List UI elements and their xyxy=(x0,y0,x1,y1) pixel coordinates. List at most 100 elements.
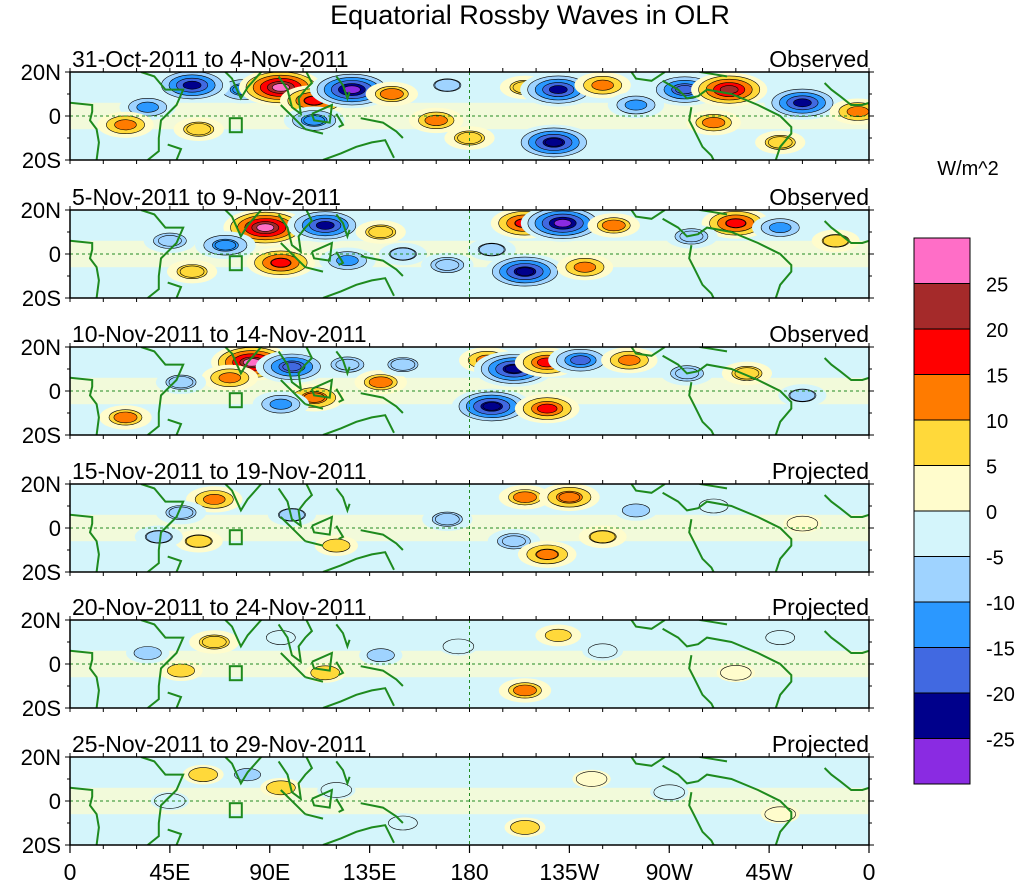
borneo xyxy=(310,378,334,399)
anomaly-contour xyxy=(435,513,460,526)
anomaly-contour xyxy=(282,362,302,372)
anomaly-contour xyxy=(379,88,404,100)
anomaly-blob xyxy=(166,259,218,284)
anomaly-blob xyxy=(439,637,478,656)
anomaly-blob xyxy=(260,627,302,648)
anomaly-blob xyxy=(520,210,605,242)
anomaly-contour xyxy=(589,530,616,543)
africa-east-coast xyxy=(140,72,185,160)
sumatra xyxy=(280,652,307,678)
anomaly-contour xyxy=(424,114,448,126)
anomaly-contour xyxy=(186,123,212,136)
coastlines xyxy=(70,620,869,708)
anomaly-blob xyxy=(513,124,594,160)
coastlines xyxy=(70,72,869,160)
anomaly-blob xyxy=(548,347,613,375)
west-africa-coast xyxy=(823,82,869,106)
caribbean xyxy=(697,72,728,78)
new-guinea xyxy=(360,529,404,551)
colorbar-label: -20 xyxy=(986,684,1015,706)
anomaly-blob xyxy=(224,763,271,786)
lat-tick-label: 20N xyxy=(21,472,61,497)
africa-west-coast xyxy=(70,101,100,160)
anomaly-blob xyxy=(764,85,841,120)
anomaly-blob xyxy=(755,130,806,155)
chagos-box xyxy=(228,117,243,134)
anomaly-contour xyxy=(501,535,526,547)
south-america-west xyxy=(688,519,715,572)
anomaly-blob xyxy=(535,624,582,647)
anomaly-contour xyxy=(234,768,261,782)
new-guinea xyxy=(360,117,404,139)
anomaly-blob xyxy=(182,764,224,785)
west-africa-coast xyxy=(823,220,869,244)
colorbar-label: 20 xyxy=(986,320,1008,342)
south-america-east xyxy=(662,354,793,435)
anomaly-contour xyxy=(573,261,597,273)
anomaly-blob xyxy=(572,769,611,789)
india-coast xyxy=(223,210,263,239)
lon-tick-label: 0 xyxy=(64,859,77,885)
india-coast xyxy=(223,620,263,649)
caribbean xyxy=(697,620,728,626)
anomaly-contour xyxy=(114,119,137,131)
sumatra xyxy=(280,104,307,130)
panels: 20N 0 20S 31-Oct-2011 to 4-Nov-2011 Observed… xyxy=(21,46,874,858)
panel-1: 20N 0 20S 31-Oct-2011 to 4-Nov-2011 Observed xyxy=(21,46,874,173)
lat-tick-label: 20N xyxy=(21,335,61,360)
madagascar xyxy=(167,555,183,572)
lon-tick-label: 90W xyxy=(646,859,694,885)
africa-east-coast xyxy=(140,757,185,845)
lon-tick-label: 135E xyxy=(343,859,397,885)
anomaly-contour xyxy=(591,79,614,91)
anomaly-blob xyxy=(650,782,689,802)
madagascar xyxy=(167,281,183,298)
anomaly-contour xyxy=(548,85,568,94)
anomaly-contour xyxy=(368,226,394,239)
anomaly-blob xyxy=(498,678,552,703)
anomaly-contour xyxy=(478,243,505,256)
south-america-west xyxy=(688,245,715,298)
anomaly-blob xyxy=(143,228,197,253)
anomaly-field xyxy=(70,210,869,298)
anomaly-blob xyxy=(498,485,552,510)
anomaly-contour xyxy=(702,117,726,129)
anomaly-blob xyxy=(174,529,223,553)
madagascar xyxy=(167,691,183,708)
madagascar xyxy=(167,418,183,435)
anomaly-blob xyxy=(354,370,407,395)
anomaly-contour xyxy=(536,549,559,560)
anomaly-contour xyxy=(618,354,641,366)
anomaly-blob xyxy=(382,813,424,833)
coastlines xyxy=(70,210,869,298)
colorbar-label: -15 xyxy=(986,639,1015,661)
anomaly-contour xyxy=(136,101,159,113)
colorbar-label: -5 xyxy=(986,548,1004,570)
anomaly-contour xyxy=(434,78,461,92)
south-america-west xyxy=(688,382,715,435)
anomaly-blob xyxy=(811,229,860,253)
panel-3: 20N 0 20S 10-Nov-2011 to 14-Nov-2011 Observe… xyxy=(21,321,874,448)
colorbar-swatch xyxy=(913,374,971,421)
philippines xyxy=(335,350,351,377)
africa-east-coast xyxy=(140,484,185,572)
colorbar-swatch xyxy=(913,328,971,375)
sulawesi xyxy=(335,113,345,128)
madagascar xyxy=(167,143,183,160)
anomaly-contour xyxy=(789,389,816,402)
anomaly-blob xyxy=(539,484,600,512)
panel-period-label: 15-Nov-2011 to 19-Nov-2011 xyxy=(72,458,367,484)
anomaly-contour xyxy=(621,503,650,518)
sulawesi xyxy=(335,798,345,813)
anomaly-contour xyxy=(734,367,760,380)
anomaly-contour xyxy=(601,219,626,232)
anomaly-blob xyxy=(201,364,258,391)
panel-status-label: Observed xyxy=(769,321,869,347)
anomaly-contour xyxy=(366,648,395,663)
borneo xyxy=(310,103,334,124)
panel-4: 20N 0 20S 15-Nov-2011 to 19-Nov-2011 Project… xyxy=(21,458,874,585)
lat-tick-label: 0 xyxy=(49,652,61,677)
anomaly-blob xyxy=(487,529,541,554)
lat-tick-label: 0 xyxy=(49,242,61,267)
lat-tick-label: 20N xyxy=(21,198,61,223)
